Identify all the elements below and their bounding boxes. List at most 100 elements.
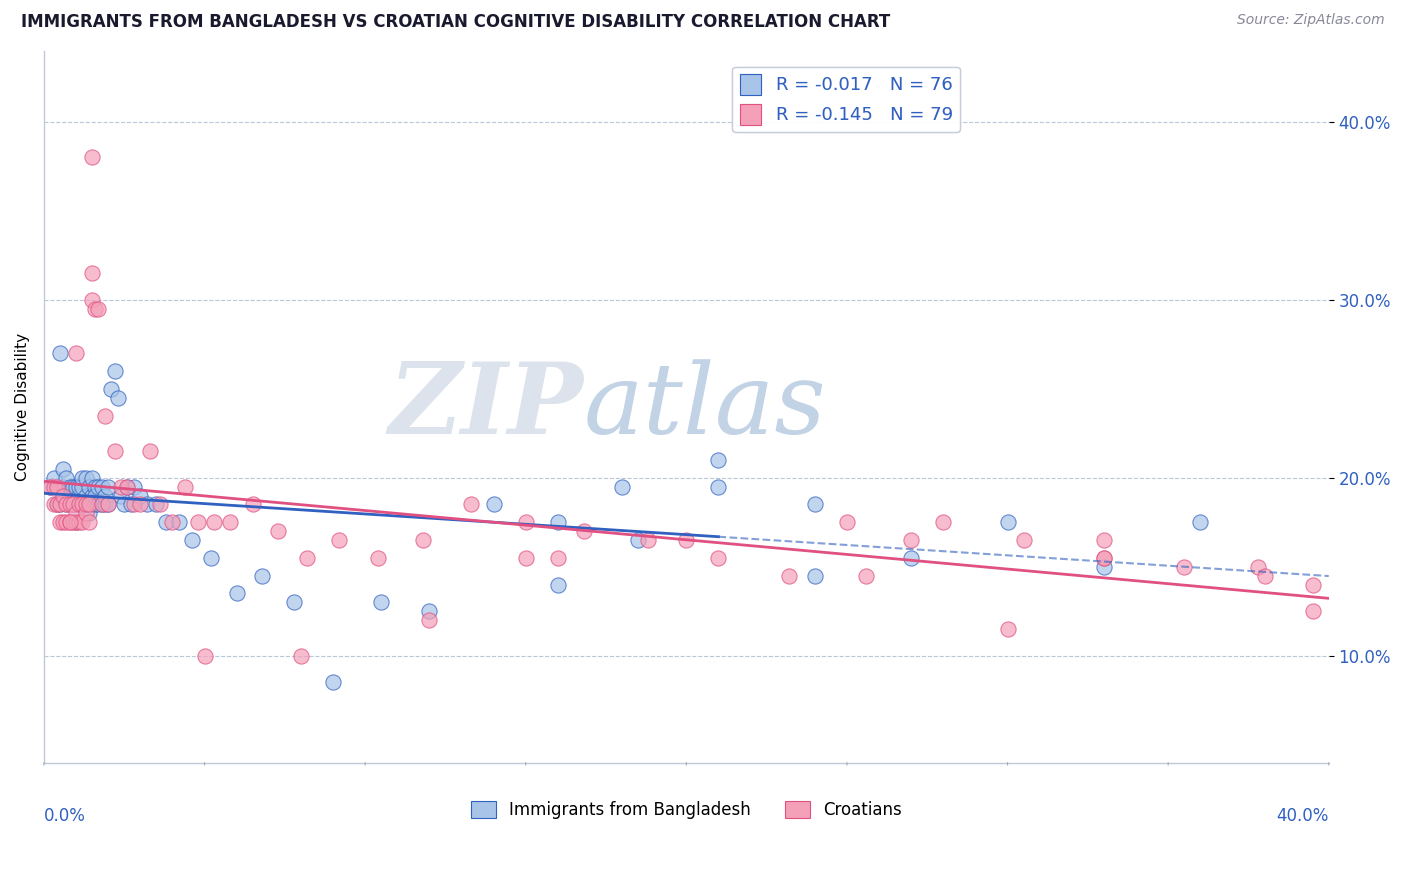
Point bbox=[72, 516, 94, 530]
Text: ZIP: ZIP bbox=[388, 359, 583, 455]
Point bbox=[515, 550, 537, 565]
Legend: R = -0.017   N = 76, R = -0.145   N = 79: R = -0.017 N = 76, R = -0.145 N = 79 bbox=[733, 67, 960, 132]
Point bbox=[139, 444, 162, 458]
Point bbox=[778, 568, 800, 582]
Point bbox=[1302, 604, 1324, 618]
Point bbox=[117, 480, 139, 494]
Point bbox=[58, 480, 80, 494]
Point bbox=[94, 498, 117, 512]
Point bbox=[42, 471, 65, 485]
Point bbox=[1302, 577, 1324, 591]
Point bbox=[707, 480, 730, 494]
Point bbox=[283, 595, 305, 609]
Point bbox=[42, 480, 65, 494]
Point bbox=[72, 498, 94, 512]
Point bbox=[129, 498, 152, 512]
Point bbox=[84, 489, 107, 503]
Point bbox=[58, 498, 80, 512]
Point bbox=[84, 301, 107, 316]
Point bbox=[75, 489, 97, 503]
Point bbox=[1247, 559, 1270, 574]
Point bbox=[997, 622, 1019, 636]
Point bbox=[80, 498, 103, 512]
Point bbox=[547, 577, 569, 591]
Point bbox=[80, 489, 103, 503]
Point bbox=[49, 498, 72, 512]
Point bbox=[100, 382, 122, 396]
Point bbox=[55, 498, 77, 512]
Point bbox=[122, 480, 145, 494]
Point bbox=[1253, 568, 1275, 582]
Point bbox=[72, 471, 94, 485]
Point bbox=[39, 480, 62, 494]
Point bbox=[77, 480, 100, 494]
Point bbox=[67, 489, 90, 503]
Point bbox=[65, 507, 87, 521]
Point bbox=[675, 533, 697, 547]
Point bbox=[90, 498, 112, 512]
Point bbox=[107, 391, 129, 405]
Text: 0.0%: 0.0% bbox=[44, 807, 86, 825]
Point bbox=[49, 516, 72, 530]
Point bbox=[193, 648, 215, 663]
Point bbox=[80, 293, 103, 307]
Point bbox=[75, 471, 97, 485]
Text: 40.0%: 40.0% bbox=[1277, 807, 1329, 825]
Point bbox=[187, 516, 209, 530]
Point bbox=[84, 498, 107, 512]
Point bbox=[72, 480, 94, 494]
Point bbox=[45, 498, 67, 512]
Point bbox=[547, 550, 569, 565]
Point bbox=[610, 480, 633, 494]
Point bbox=[418, 604, 440, 618]
Point bbox=[72, 498, 94, 512]
Point bbox=[58, 516, 80, 530]
Point bbox=[290, 648, 312, 663]
Point bbox=[148, 498, 170, 512]
Point bbox=[80, 266, 103, 280]
Point bbox=[67, 498, 90, 512]
Point bbox=[58, 498, 80, 512]
Point bbox=[804, 498, 827, 512]
Point bbox=[707, 453, 730, 467]
Point bbox=[55, 498, 77, 512]
Point bbox=[52, 516, 75, 530]
Point bbox=[547, 516, 569, 530]
Point bbox=[112, 498, 135, 512]
Point bbox=[225, 586, 247, 600]
Point bbox=[120, 498, 142, 512]
Point bbox=[219, 516, 242, 530]
Point bbox=[515, 516, 537, 530]
Point bbox=[322, 675, 344, 690]
Point bbox=[135, 498, 157, 512]
Point bbox=[52, 480, 75, 494]
Point bbox=[58, 489, 80, 503]
Point bbox=[77, 498, 100, 512]
Point bbox=[637, 533, 659, 547]
Point bbox=[174, 480, 197, 494]
Point bbox=[97, 498, 120, 512]
Point bbox=[87, 480, 110, 494]
Point bbox=[77, 516, 100, 530]
Point bbox=[67, 480, 90, 494]
Point bbox=[370, 595, 392, 609]
Point bbox=[42, 498, 65, 512]
Point bbox=[155, 516, 177, 530]
Point bbox=[627, 533, 650, 547]
Point bbox=[58, 516, 80, 530]
Point bbox=[1092, 533, 1115, 547]
Point bbox=[122, 498, 145, 512]
Point bbox=[129, 489, 152, 503]
Point bbox=[80, 151, 103, 165]
Point bbox=[572, 524, 595, 539]
Point bbox=[242, 498, 264, 512]
Point bbox=[707, 550, 730, 565]
Point bbox=[412, 533, 434, 547]
Point bbox=[62, 516, 84, 530]
Point bbox=[804, 568, 827, 582]
Point bbox=[84, 480, 107, 494]
Point bbox=[75, 507, 97, 521]
Point bbox=[900, 533, 922, 547]
Point bbox=[87, 301, 110, 316]
Point bbox=[65, 480, 87, 494]
